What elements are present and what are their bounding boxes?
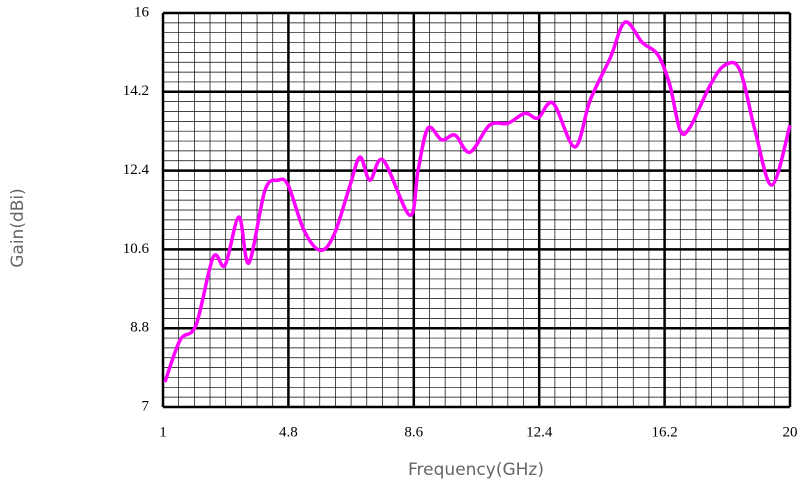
y-tick-label: 10.6 — [123, 241, 150, 257]
y-tick-label: 14.2 — [123, 83, 149, 99]
y-tick-label: 16 — [134, 4, 150, 20]
x-tick-label: 16.2 — [651, 424, 677, 440]
data-line — [163, 20, 792, 383]
x-tick-label: 8.6 — [404, 424, 423, 440]
x-tick-label: 12.4 — [526, 424, 553, 440]
x-tick-label: 1 — [159, 424, 167, 440]
x-axis-label: Frequency(GHz) — [408, 460, 544, 480]
x-tick-label: 4.8 — [279, 424, 298, 440]
y-tick-label: 8.8 — [130, 320, 149, 336]
x-tick-label: 20 — [783, 424, 798, 440]
y-axis-label: Gain(dBi) — [8, 188, 28, 268]
y-tick-label: 7 — [142, 398, 150, 414]
y-tick-label: 12.4 — [123, 162, 150, 178]
